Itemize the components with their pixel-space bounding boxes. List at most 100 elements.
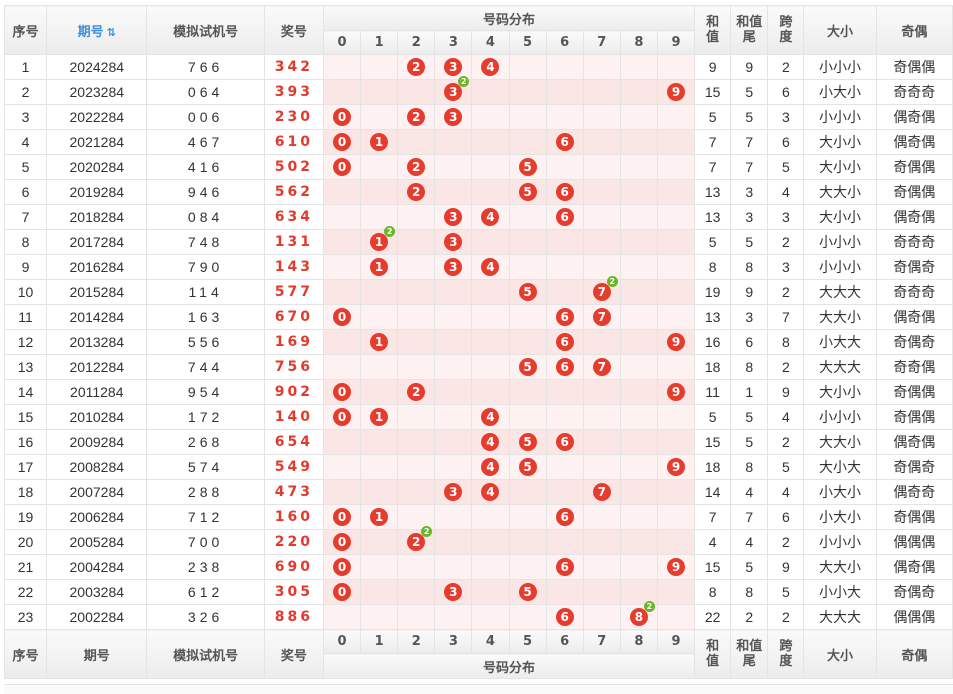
dist-cell-3 bbox=[434, 129, 473, 155]
table-row: 19 2006284 712 160 0 1 6 7 7 6 小大小 奇偶偶 bbox=[3, 504, 953, 530]
row-size: 小小小 bbox=[803, 254, 877, 280]
digit-ball: 7 bbox=[592, 358, 611, 376]
dist-cell-4 bbox=[471, 154, 510, 180]
digit-ball-label: 9 bbox=[671, 85, 681, 99]
dist-cell-4 bbox=[471, 354, 510, 380]
row-size: 大小小 bbox=[803, 379, 877, 405]
digit-ball: 7 bbox=[592, 308, 611, 326]
row-sum-tail: 4 bbox=[730, 479, 769, 505]
digit-ball-label: 5 bbox=[523, 585, 532, 599]
row-seq: 4 bbox=[3, 129, 48, 155]
row-issue: 2023284 bbox=[46, 79, 148, 105]
dist-cell-5 bbox=[508, 204, 547, 230]
row-issue: 2024284 bbox=[46, 54, 148, 80]
row-issue: 2003284 bbox=[46, 579, 148, 605]
row-parity: 偶奇偶 bbox=[875, 554, 953, 580]
dist-cell-5 bbox=[508, 479, 547, 505]
dist-cell-6: 6 bbox=[545, 204, 584, 230]
digit-ball: 2 bbox=[407, 183, 426, 201]
digit-ball: 6 bbox=[555, 308, 574, 326]
row-sim-number: 084 bbox=[146, 204, 265, 230]
dist-cell-8 bbox=[619, 454, 658, 480]
table-row: 7 2018284 084 634 3 4 6 13 3 3 大小小 偶奇偶 bbox=[3, 204, 953, 230]
table-row: 3 2022284 006 230 0 2 3 5 5 3 小小小 偶奇偶 bbox=[3, 104, 953, 130]
row-size: 大大大 bbox=[803, 279, 877, 305]
dist-cell-1: 1 bbox=[360, 254, 399, 280]
row-sum-tail: 7 bbox=[730, 154, 769, 180]
dist-cell-6 bbox=[545, 79, 584, 105]
foot-digit-header-0: 0 bbox=[322, 629, 362, 654]
digit-ball: 5 bbox=[518, 183, 537, 201]
row-seq: 18 bbox=[3, 479, 48, 505]
row-sum-tail: 3 bbox=[730, 204, 769, 230]
dist-cell-8 bbox=[619, 579, 658, 605]
dist-cell-5: 5 bbox=[508, 179, 547, 205]
dist-cell-5 bbox=[508, 554, 547, 580]
digit-ball-label: 9 bbox=[671, 335, 681, 349]
dist-cell-7: 7 bbox=[582, 479, 621, 505]
dist-cell-7 bbox=[582, 404, 621, 430]
dist-cell-7 bbox=[582, 204, 621, 230]
dist-cell-4 bbox=[471, 179, 510, 205]
dist-cell-5 bbox=[508, 104, 547, 130]
row-parity: 奇偶奇 bbox=[875, 329, 953, 355]
row-issue: 2012284 bbox=[46, 354, 148, 380]
dist-cell-1 bbox=[360, 279, 399, 305]
row-prize-number: 342 bbox=[263, 54, 324, 80]
table-row: 22 2003284 612 305 0 3 5 8 8 5 小小大 奇偶奇 bbox=[3, 579, 953, 605]
dist-cell-0 bbox=[322, 329, 362, 355]
col-header-issue[interactable]: 期号 ⇅ bbox=[46, 5, 148, 55]
row-issue: 2010284 bbox=[46, 404, 148, 430]
row-span: 2 bbox=[767, 54, 805, 80]
dist-cell-6: 6 bbox=[545, 429, 584, 455]
digit-ball-label: 3 bbox=[449, 585, 458, 599]
dist-cell-8 bbox=[619, 379, 658, 405]
dist-cell-8 bbox=[619, 354, 658, 380]
dist-cell-4 bbox=[471, 79, 510, 105]
sort-icon[interactable]: ⇅ bbox=[106, 25, 116, 39]
row-span: 4 bbox=[767, 179, 805, 205]
dist-cell-0 bbox=[322, 254, 362, 280]
dist-cell-8 bbox=[619, 54, 658, 80]
foot-digit-header-5: 5 bbox=[508, 629, 547, 654]
digit-ball-label: 4 bbox=[486, 260, 495, 274]
dist-cell-9: 9 bbox=[656, 554, 696, 580]
dist-cell-3 bbox=[434, 454, 473, 480]
dist-cell-8 bbox=[619, 479, 658, 505]
table-row: 23 2002284 326 886 6 8 2 22 2 2 大大大 偶偶偶 bbox=[3, 601, 953, 630]
dist-cell-7 bbox=[582, 329, 621, 355]
dist-cell-8 bbox=[619, 254, 658, 280]
row-prize-number: 143 bbox=[263, 254, 324, 280]
digit-ball-label: 5 bbox=[523, 360, 532, 374]
row-sim-number: 114 bbox=[146, 279, 265, 305]
row-span: 2 bbox=[767, 429, 805, 455]
dist-cell-7 bbox=[582, 504, 621, 530]
dist-cell-8 bbox=[619, 429, 658, 455]
row-seq: 7 bbox=[3, 204, 48, 230]
digit-ball-label: 8 bbox=[634, 610, 644, 624]
digit-ball: 5 bbox=[518, 358, 537, 376]
row-prize-number: 756 bbox=[263, 354, 324, 380]
dist-cell-5 bbox=[508, 129, 547, 155]
digit-ball: 3 bbox=[444, 258, 463, 276]
digit-header-1: 1 bbox=[360, 30, 399, 55]
row-sim-number: 766 bbox=[146, 54, 265, 80]
digit-ball: 2 bbox=[407, 383, 426, 401]
digit-ball: 5 bbox=[518, 158, 537, 176]
digit-ball-label: 7 bbox=[597, 285, 606, 299]
row-sim-number: 467 bbox=[146, 129, 265, 155]
dist-cell-6: 6 bbox=[545, 179, 584, 205]
digit-ball-label: 4 bbox=[486, 410, 495, 424]
dist-cell-3: 3 bbox=[434, 579, 473, 605]
dist-cell-0: 0 bbox=[322, 504, 362, 530]
dist-cell-2 bbox=[397, 429, 436, 455]
row-size: 大大小 bbox=[803, 554, 877, 580]
foot-header-seq: 序号 bbox=[3, 629, 48, 679]
row-sim-number: 748 bbox=[146, 229, 265, 255]
row-sum: 7 bbox=[694, 129, 732, 155]
digit-ball: 3 bbox=[444, 583, 463, 601]
digit-ball: 1 bbox=[370, 133, 389, 151]
digit-ball: 5 bbox=[518, 433, 537, 451]
dist-cell-2 bbox=[397, 79, 436, 105]
